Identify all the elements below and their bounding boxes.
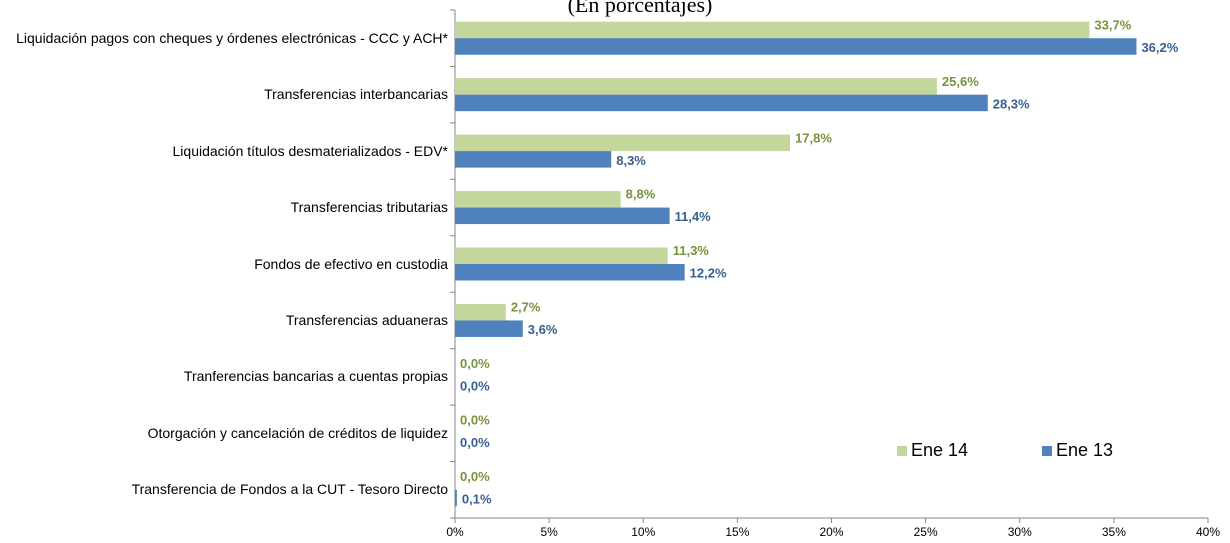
category-text: Fondos de efectivo en custodia bbox=[254, 255, 448, 272]
legend-label: Ene 14 bbox=[911, 440, 968, 460]
bar bbox=[455, 247, 668, 264]
value-label: 11,3% bbox=[673, 243, 710, 258]
bar bbox=[455, 21, 1090, 39]
value-label: 3,6% bbox=[528, 322, 558, 337]
category-text: Liquidación pagos con cheques y órdenes … bbox=[16, 29, 448, 46]
bar bbox=[455, 264, 685, 281]
category-text: Otorgación y cancelación de créditos de … bbox=[147, 424, 448, 441]
category-text: Transferencias tributarias bbox=[290, 199, 448, 216]
category-text: Liquidación títulos desmaterializados - … bbox=[172, 142, 448, 159]
x-tick-label: 5% bbox=[540, 525, 558, 539]
bar bbox=[455, 303, 506, 321]
x-tick-label: 30% bbox=[1008, 525, 1032, 539]
value-label: 33,7% bbox=[1094, 17, 1131, 32]
x-tick-label: 0% bbox=[446, 525, 464, 539]
x-tick-label: 15% bbox=[725, 525, 749, 539]
value-label: 8,3% bbox=[616, 153, 646, 168]
value-label: 0,0% bbox=[460, 469, 490, 484]
bar bbox=[455, 191, 621, 208]
x-tick-label: 35% bbox=[1102, 525, 1126, 539]
bar bbox=[455, 78, 937, 95]
x-tick-label: 10% bbox=[631, 525, 655, 539]
bar bbox=[455, 320, 523, 337]
value-label: 0,0% bbox=[460, 379, 490, 394]
value-label: 25,6% bbox=[942, 74, 979, 89]
category-label: Fondos de efectivo en custodia bbox=[4, 256, 448, 273]
category-label: Tranferencias bancarias a cuentas propia… bbox=[4, 368, 448, 385]
legend-swatch bbox=[897, 446, 907, 456]
category-text: Tranferencias bancarias a cuentas propia… bbox=[183, 368, 448, 385]
bar bbox=[455, 38, 1137, 55]
category-label: Transferencia de Fondos a la CUT - Tesor… bbox=[4, 481, 448, 498]
value-label: 0,0% bbox=[460, 413, 490, 428]
value-label: 0,0% bbox=[460, 435, 490, 450]
category-text: Transferencias interbancarias bbox=[264, 86, 448, 103]
bar bbox=[455, 94, 988, 112]
bar bbox=[455, 134, 791, 152]
value-label: 28,3% bbox=[993, 96, 1030, 111]
value-label: 2,7% bbox=[511, 300, 541, 315]
category-label: Otorgación y cancelación de créditos de … bbox=[4, 425, 448, 442]
x-tick-label: 25% bbox=[914, 525, 938, 539]
category-text: Transferencia de Fondos a la CUT - Tesor… bbox=[131, 481, 448, 498]
bar bbox=[455, 151, 612, 168]
x-tick-label: 40% bbox=[1196, 525, 1220, 539]
category-label: Liquidación títulos desmaterializados - … bbox=[4, 143, 448, 160]
value-label: 0,0% bbox=[460, 356, 490, 371]
legend-swatch bbox=[1042, 446, 1052, 456]
bar bbox=[455, 489, 457, 507]
value-label: 12,2% bbox=[690, 266, 727, 281]
category-text: Transferencias aduaneras bbox=[285, 311, 448, 328]
category-label: Transferencias aduaneras bbox=[4, 312, 448, 329]
bar bbox=[455, 207, 670, 225]
x-tick-label: 20% bbox=[819, 525, 843, 539]
value-label: 17,8% bbox=[795, 130, 832, 145]
category-label: Transferencias interbancarias bbox=[4, 86, 448, 103]
category-label: Transferencias tributarias bbox=[4, 199, 448, 216]
value-label: 0,1% bbox=[462, 491, 492, 506]
value-label: 8,8% bbox=[626, 187, 656, 202]
category-label: Liquidación pagos con cheques y órdenes … bbox=[4, 30, 448, 47]
chart-subtitle: (En porcentajes) bbox=[568, 0, 713, 17]
value-label: 36,2% bbox=[1141, 40, 1178, 55]
legend-label: Ene 13 bbox=[1056, 440, 1113, 460]
value-label: 11,4% bbox=[675, 209, 712, 224]
